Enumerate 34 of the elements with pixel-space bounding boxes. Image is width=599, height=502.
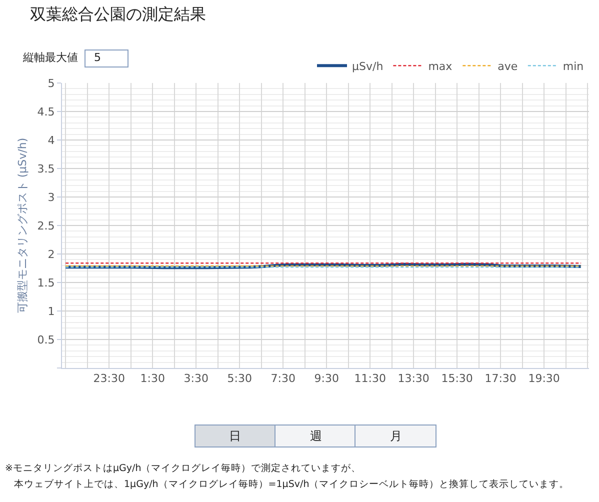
x-tick-label: 11:30 xyxy=(354,372,386,386)
x-tick-label: 9:30 xyxy=(314,372,339,386)
y-tick-label: 4.5 xyxy=(37,105,55,118)
text: 縦軸最大値 xyxy=(22,51,78,64)
y-tick-label: 3 xyxy=(48,190,55,204)
y-tick-label: 0.5 xyxy=(37,333,55,346)
text: 月 xyxy=(390,429,402,443)
text: ※モニタリングポストはμGy/h（マイクログレイ毎時）で測定されていますが、 xyxy=(5,462,362,474)
x-tick-label: 19:30 xyxy=(528,372,560,386)
legend-label: μSv/h xyxy=(352,60,384,73)
y-axis-title: 可搬型モニタリングポスト (μSv/h) xyxy=(16,138,29,314)
y-tick-label: 2.5 xyxy=(37,219,55,232)
x-tick-label: 23:30 xyxy=(93,372,125,386)
text: 本ウェブサイト上では、1μGy/h（マイクログレイ毎時）=1μSv/h（マイクロシーベルト毎時）と換算して表示しています。 xyxy=(14,478,570,490)
text: 5 xyxy=(94,51,101,64)
y-tick-label: 1 xyxy=(48,304,55,318)
text: 週 xyxy=(310,429,322,443)
y-tick-label: 3.5 xyxy=(37,162,55,176)
x-tick-label: 3:30 xyxy=(184,372,208,386)
x-tick-label: 7:30 xyxy=(270,372,296,386)
legend-label: min xyxy=(562,60,584,73)
chart-title: 双葉総合公園の測定結果 xyxy=(30,4,206,24)
legend-label: ave xyxy=(498,60,518,73)
y-tick-label: 4 xyxy=(48,134,55,147)
x-tick-label: 1:30 xyxy=(140,372,165,386)
y-tick-label: 5 xyxy=(48,76,55,90)
y-tick-label: 1.5 xyxy=(37,276,55,290)
x-tick-label: 17:30 xyxy=(484,372,516,386)
x-tick-label: 15:30 xyxy=(441,372,473,386)
legend-label: max xyxy=(428,60,453,73)
x-tick-label: 13:30 xyxy=(398,372,430,386)
x-tick-label: 5:30 xyxy=(227,372,252,386)
y-tick-label: 2 xyxy=(48,248,55,261)
text: 日 xyxy=(229,429,241,443)
